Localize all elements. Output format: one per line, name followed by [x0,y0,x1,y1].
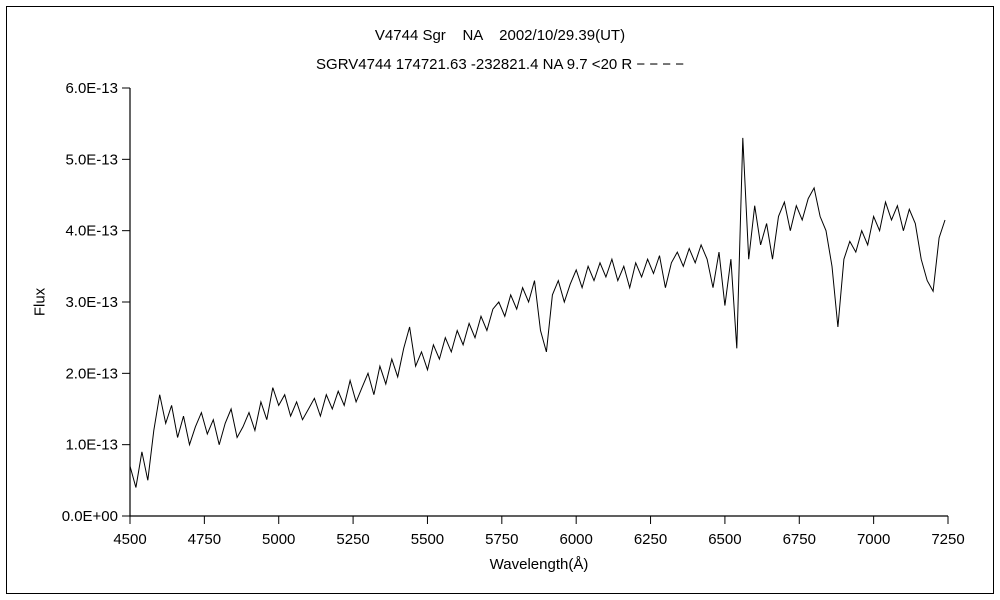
chart-title: V4744 Sgr NA 2002/10/29.39(UT) [374,27,626,44]
x-tick-label: 5000 [262,531,295,548]
x-tick-label: 6000 [559,531,592,548]
y-tick-label: 3.0E-13 [65,294,118,311]
x-tick-label: 6250 [634,531,667,548]
x-tick-label: 6750 [783,531,816,548]
y-tick-label: 1.0E-13 [65,437,118,454]
x-axis-label: Wavelength(Å) [489,556,589,573]
axes [129,88,948,517]
y-tick-label: 2.0E-13 [65,365,118,382]
x-tick-label: 4500 [113,531,146,548]
y-tick-label: 6.0E-13 [65,80,118,97]
x-tick-label: 4750 [188,531,221,548]
x-tick-label: 5250 [336,531,369,548]
spectrum-line [129,137,946,488]
y-tick-label: 5.0E-13 [65,151,118,168]
chart-subtitle: SGRV4744 174721.63 -232821.4 NA 9.7 <20 … [316,56,684,73]
y-axis-label: Flux [31,287,49,317]
x-tick-label: 7250 [931,531,964,548]
x-tick-label: 6500 [708,531,741,548]
y-tick-label: 4.0E-13 [65,223,118,240]
y-tick-label: 0.0E+00 [62,508,118,525]
x-tick-label: 5750 [485,531,518,548]
x-tick-label: 5500 [411,531,444,548]
x-tick-label: 7000 [857,531,890,548]
